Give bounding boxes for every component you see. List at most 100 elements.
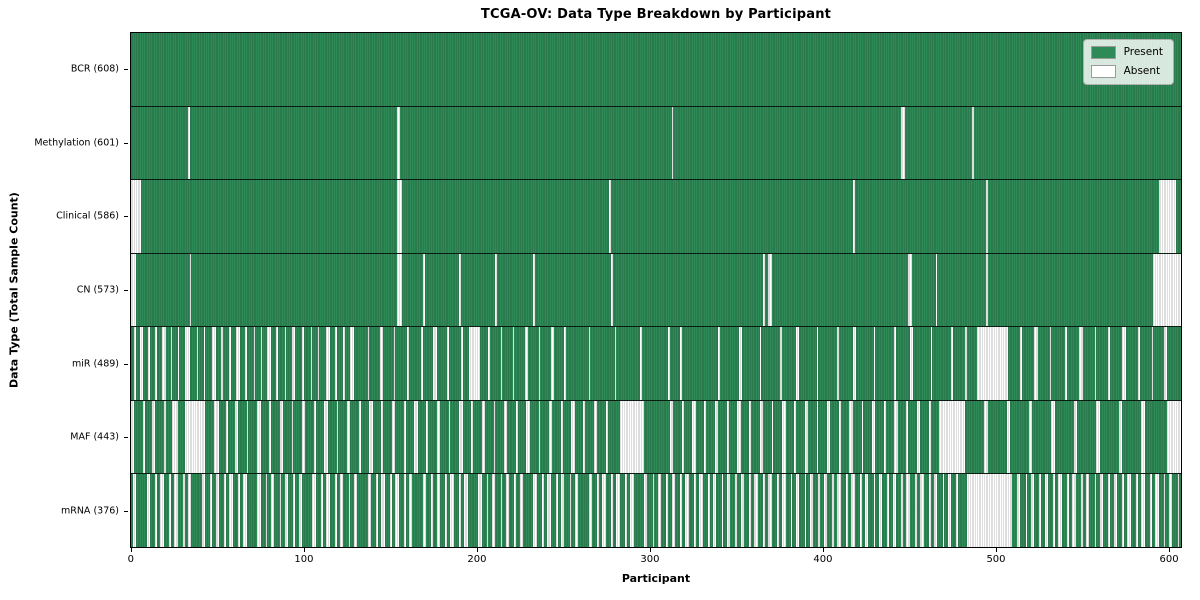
absent-stripe xyxy=(920,474,924,548)
x-axis-label: Participant xyxy=(621,572,691,585)
absent-stripe xyxy=(524,327,529,400)
absent-stripe xyxy=(680,327,682,400)
absent-stripe xyxy=(324,400,328,474)
absent-stripe xyxy=(168,474,171,548)
absent-stripe xyxy=(174,474,178,548)
legend-item-absent: Absent xyxy=(1090,65,1163,78)
absent-stripe xyxy=(916,400,921,474)
absent-stripe xyxy=(243,474,247,548)
absent-stripe xyxy=(609,180,612,253)
absent-stripe xyxy=(1094,474,1097,548)
absent-stripe xyxy=(350,327,354,400)
legend-label-present: Present xyxy=(1123,46,1163,59)
absent-stripe xyxy=(220,327,223,400)
absent-stripe xyxy=(334,327,337,400)
absent-stripe xyxy=(928,400,931,474)
absent-stripe xyxy=(436,474,441,548)
absent-stripe xyxy=(267,327,271,400)
absent-stripe xyxy=(526,400,530,474)
absent-stripe xyxy=(210,474,213,548)
absent-stripe xyxy=(906,474,910,548)
absent-stripe xyxy=(1141,400,1145,474)
absent-stripe xyxy=(605,400,608,474)
heatmap-row-miR xyxy=(131,327,1181,401)
absent-stripe xyxy=(569,474,572,548)
absent-stripe xyxy=(657,474,662,548)
absent-stripe xyxy=(640,327,643,400)
absent-stripe xyxy=(504,400,508,474)
absent-stripe xyxy=(602,474,606,548)
absent-stripe xyxy=(215,474,220,548)
absent-stripe xyxy=(343,327,346,400)
absent-stripe xyxy=(977,327,1009,400)
absent-stripe xyxy=(776,474,779,548)
absent-stripe xyxy=(561,400,563,474)
absent-stripe xyxy=(837,474,841,548)
absent-stripe xyxy=(1016,474,1021,548)
absent-stripe xyxy=(459,400,463,474)
absent-stripe xyxy=(816,400,819,474)
absent-stripe xyxy=(619,400,644,474)
absent-stripe xyxy=(1072,474,1076,548)
legend-item-present: Present xyxy=(1090,46,1163,59)
absent-stripe xyxy=(1025,474,1028,548)
absent-stripe xyxy=(548,400,553,474)
absent-stripe xyxy=(381,400,384,474)
absent-stripe xyxy=(908,253,912,327)
y-tick-mark xyxy=(124,290,128,291)
absent-stripe xyxy=(403,474,406,548)
absent-stripe xyxy=(132,474,137,548)
absent-stripe xyxy=(894,400,898,474)
chart-title: TCGA-OV: Data Type Breakdown by Particip… xyxy=(480,7,832,22)
absent-stripe xyxy=(225,400,228,474)
absent-stripe xyxy=(433,327,437,400)
y-tick-mark xyxy=(124,142,128,144)
absent-stripe xyxy=(1030,474,1035,548)
absent-stripe xyxy=(279,400,283,474)
absent-stripe xyxy=(873,327,876,400)
absent-stripe xyxy=(1044,474,1049,548)
absent-stripe xyxy=(571,400,575,474)
absent-stripe xyxy=(754,474,758,548)
absent-stripe xyxy=(972,106,974,180)
absent-stripe xyxy=(407,327,410,400)
absent-stripe xyxy=(409,474,413,548)
absent-stripe xyxy=(738,327,743,400)
absent-stripe xyxy=(203,327,206,400)
absent-stripe xyxy=(561,474,565,548)
absent-stripe xyxy=(1118,400,1123,474)
absent-stripe xyxy=(804,474,807,548)
absent-stripe xyxy=(538,327,541,400)
x-tick-mark-0 xyxy=(130,548,132,552)
present-swatch xyxy=(1090,46,1116,59)
absent-stripe xyxy=(213,400,220,474)
x-tick-label-600: 600 xyxy=(1159,554,1179,565)
absent-stripe xyxy=(396,106,401,180)
absent-stripe xyxy=(187,106,190,180)
absent-stripe xyxy=(614,327,617,400)
absent-stripe xyxy=(257,400,261,474)
absent-stripe xyxy=(478,474,482,548)
absent-stripe xyxy=(488,327,491,400)
x-tick-label-100: 100 xyxy=(294,554,314,565)
absent-stripe xyxy=(956,474,959,548)
y-tick-label-Clinical: Clinical (586) xyxy=(56,210,119,222)
absent-stripe xyxy=(794,400,796,474)
absent-stripe xyxy=(947,474,952,548)
absent-stripe xyxy=(284,474,289,548)
absent-stripe xyxy=(396,180,403,253)
absent-stripe xyxy=(1151,327,1154,400)
absent-stripe xyxy=(1067,474,1069,548)
absent-stripe xyxy=(666,474,669,548)
absent-stripe xyxy=(403,400,406,474)
absent-stripe xyxy=(749,400,751,474)
absent-stripe xyxy=(901,474,903,548)
absent-stripe xyxy=(491,474,496,548)
absent-stripe xyxy=(1149,474,1152,548)
absent-stripe xyxy=(934,474,938,548)
absent-stripe xyxy=(172,400,178,474)
absent-stripe xyxy=(547,474,551,548)
absent-stripe xyxy=(1051,400,1055,474)
absent-stripe xyxy=(298,474,302,548)
